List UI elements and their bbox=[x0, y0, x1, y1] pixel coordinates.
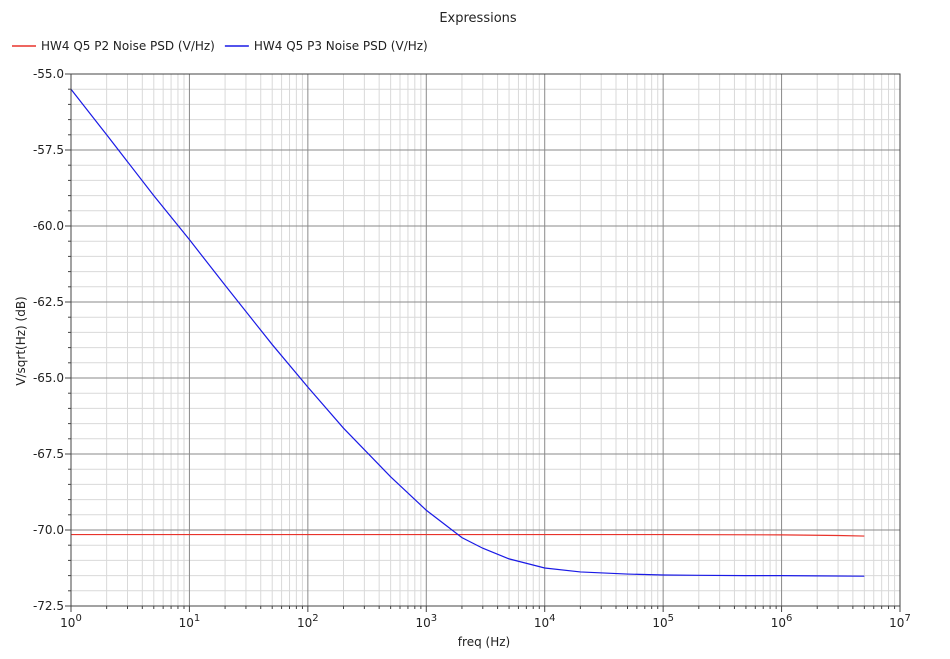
x-tick-label: 106 bbox=[771, 613, 793, 630]
legend-label-2: HW4 Q5 P3 Noise PSD (V/Hz) bbox=[254, 39, 428, 53]
x-tick-label: 107 bbox=[889, 613, 911, 630]
x-tick-label: 101 bbox=[179, 613, 201, 630]
plot-frame bbox=[70, 73, 901, 607]
x-tick-label: 103 bbox=[415, 613, 437, 630]
legend-label-1: HW4 Q5 P2 Noise PSD (V/Hz) bbox=[41, 39, 215, 53]
y-tick-label: -57.5 bbox=[33, 143, 64, 157]
x-tick-label: 102 bbox=[297, 613, 319, 630]
x-tick-label: 100 bbox=[60, 613, 82, 630]
series-line-2 bbox=[70, 88, 865, 577]
legend: HW4 Q5 P2 Noise PSD (V/Hz) HW4 Q5 P3 Nois… bbox=[12, 39, 428, 53]
chart-title: Expressions bbox=[439, 11, 517, 26]
x-axis-label: freq (Hz) bbox=[458, 635, 510, 649]
series-layer bbox=[70, 88, 865, 577]
x-tick-label: 105 bbox=[652, 613, 674, 630]
y-axis-label: V/sqrt(Hz) (dB) bbox=[14, 296, 28, 385]
x-tick-label: 104 bbox=[534, 613, 556, 630]
x-axis: 100 101 102 103 104 105 106 107 bbox=[60, 606, 911, 630]
y-tick-label: -72.5 bbox=[33, 599, 64, 613]
y-tick-label: -67.5 bbox=[33, 447, 64, 461]
y-axis: -55.0 -57.5 -60.0 -62.5 -65.0 -67.5 -70.0 -72.5 bbox=[33, 67, 71, 613]
y-tick-label: -65.0 bbox=[33, 371, 64, 385]
y-tick-label: -70.0 bbox=[33, 523, 64, 537]
grid bbox=[70, 73, 901, 607]
series-line-1 bbox=[71, 533, 865, 537]
y-tick-label: -55.0 bbox=[33, 67, 64, 81]
y-tick-label: -62.5 bbox=[33, 295, 64, 309]
y-tick-label: -60.0 bbox=[33, 219, 64, 233]
